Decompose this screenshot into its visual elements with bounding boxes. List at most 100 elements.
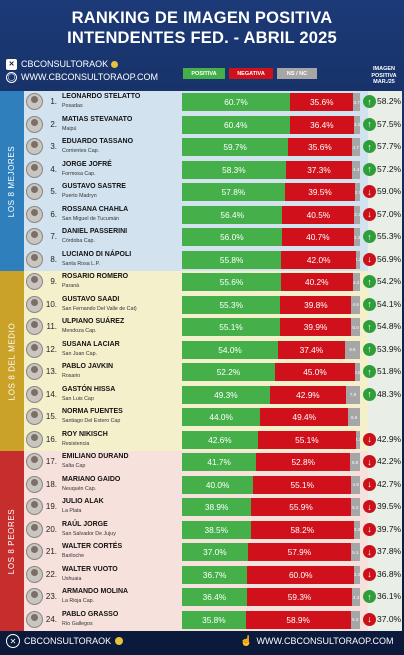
city-name: Rosario bbox=[62, 373, 81, 379]
footer-handle[interactable]: ✕ CBCONSULTORAOK bbox=[6, 633, 124, 649]
arrow-down-icon: ↓ bbox=[363, 455, 376, 468]
bar-ns: 5.3 bbox=[350, 610, 360, 629]
bar-negative: 35.6% bbox=[288, 138, 352, 156]
mayor-name: NORMA FUENTES bbox=[62, 408, 123, 415]
footer-handle-text: CBCONSULTORAOK bbox=[24, 636, 112, 646]
section-label-middle: LOS 8 DEL MEDIO bbox=[0, 271, 24, 451]
mayor-name: ROY NIKISCH bbox=[62, 430, 108, 438]
avatar bbox=[26, 475, 43, 493]
bar-negative: 60.0% bbox=[247, 565, 355, 584]
stacked-bar: 59.7% 35.6% 4.7 bbox=[182, 138, 360, 156]
section-label-text: LOS 8 MEJORES bbox=[7, 145, 17, 217]
rank-number: 21. bbox=[45, 547, 57, 556]
avatar bbox=[26, 610, 43, 628]
previous-value: 36.1% bbox=[377, 591, 402, 601]
city-name: Salta Cap bbox=[62, 463, 86, 469]
arrow-up-icon: ↑ bbox=[363, 297, 376, 311]
title-line-2: INTENDENTES FED. - ABRIL 2025 bbox=[67, 29, 337, 47]
bar-positive: 36.4% bbox=[182, 588, 247, 606]
rank-number: 9. bbox=[50, 277, 57, 286]
previous-value: 42.2% bbox=[377, 456, 402, 466]
arrow-down-icon: ↓ bbox=[363, 185, 376, 198]
bar-negative: 36.4% bbox=[289, 115, 355, 134]
bar-negative: 55.1% bbox=[257, 430, 356, 449]
stacked-bar: 36.7% 60.0% 3.3 bbox=[182, 565, 360, 584]
header-website-text: WWW.CBCONSULTORAOP.COM bbox=[21, 72, 159, 82]
bar-ns: 3.2 bbox=[354, 115, 360, 134]
mayor-name: SUSANA LACIAR bbox=[62, 340, 120, 348]
bar-negative: 49.4% bbox=[260, 408, 349, 426]
bar-ns: 4.7 bbox=[351, 138, 360, 156]
bar-ns: 6.6 bbox=[348, 408, 360, 426]
legend-negative-label: NEGATIVA bbox=[237, 70, 265, 77]
table-row: 15. NORMA FUENTES Santiago Del Estero Cap 4… bbox=[24, 406, 368, 428]
bar-positive: 44.0% bbox=[182, 408, 261, 426]
verified-icon bbox=[115, 637, 124, 645]
rank-number: 7. bbox=[50, 232, 57, 241]
footer-website[interactable]: ☝ WWW.CBCONSULTORAOP.COM bbox=[240, 633, 393, 649]
arrow-up-icon: ↑ bbox=[363, 275, 376, 288]
avatar bbox=[26, 453, 43, 470]
bar-positive: 55.6% bbox=[182, 273, 281, 291]
avatar bbox=[26, 498, 43, 515]
city-name: Paraná bbox=[62, 283, 80, 289]
pointer-hand-icon: ☝ bbox=[240, 635, 253, 647]
mar-header-line-1: IMAGEN bbox=[373, 66, 395, 72]
bar-negative: 42.9% bbox=[269, 385, 347, 404]
previous-value: 48.3% bbox=[377, 388, 402, 399]
table-row: 21. WALTER CORTÉS Bariloche 37.0% 57.9% 5.1 ↓ 3… bbox=[24, 541, 401, 563]
arrow-up-icon: ↑ bbox=[363, 320, 376, 333]
avatar bbox=[26, 93, 43, 110]
mayor-name: JORGE JOFRÉ bbox=[62, 160, 112, 168]
stacked-bar: 35.8% 58.9% 5.3 bbox=[182, 610, 360, 629]
bar-positive: 57.8% bbox=[182, 183, 285, 201]
avatar bbox=[26, 385, 43, 403]
stacked-bar: 42.6% 55.1% 2.3 bbox=[182, 430, 360, 449]
header-website[interactable]: ◯ WWW.CBCONSULTORAOP.COM bbox=[6, 70, 158, 84]
bar-negative: 40.5% bbox=[282, 205, 355, 224]
bar-ns: 5.1 bbox=[350, 543, 360, 561]
rank-number: 4. bbox=[50, 164, 57, 174]
arrow-up-icon: ↑ bbox=[363, 230, 376, 243]
bar-negative: 57.9% bbox=[247, 543, 351, 561]
table-row: 1. LEONARDO STELATTO Posadas 60.7% 35.6% 3.7 ↑… bbox=[24, 91, 401, 113]
stacked-bar: 52.2% 45.0% 2.8 bbox=[182, 363, 360, 381]
mayor-name: LEONARDO STELATTO bbox=[62, 93, 141, 100]
header-handle-text: CBCONSULTORAOK bbox=[21, 59, 109, 69]
avatar bbox=[26, 565, 43, 583]
city-name: Santiago Del Estero Cap bbox=[62, 418, 121, 424]
avatar bbox=[26, 543, 43, 560]
bar-negative: 58.2% bbox=[250, 520, 355, 539]
stacked-bar: 49.3% 42.9% 7.8 bbox=[182, 385, 360, 404]
previous-value: 57.2% bbox=[377, 163, 402, 174]
bar-positive: 38.9% bbox=[182, 498, 252, 516]
page-title: RANKING DE IMAGEN POSITIVA INTENDENTES F… bbox=[0, 8, 404, 48]
bar-ns: 5.0 bbox=[351, 318, 360, 336]
bar-positive: 55.3% bbox=[182, 295, 281, 314]
avatar bbox=[26, 138, 43, 155]
bar-negative: 58.9% bbox=[245, 610, 351, 629]
rank-number: 10. bbox=[45, 299, 57, 309]
arrow-down-icon: ↓ bbox=[363, 432, 376, 446]
stacked-bar: 60.4% 36.4% 3.2 bbox=[182, 115, 360, 134]
previous-value: 36.8% bbox=[377, 568, 402, 579]
table-row: 22. WALTER VUOTO Ushuaia 36.7% 60.0% 3.3 ↓ 36.8… bbox=[24, 564, 401, 586]
table-row: 16. ROY NIKISCH Resistencia 42.6% 55.1% 2.3 ↓ 4… bbox=[24, 429, 401, 451]
table-row: 13. PABLO JAVKIN Rosario 52.2% 45.0% 2.8 ↑ 51.8… bbox=[24, 361, 401, 383]
table-row: 2. MATIAS STEVANATO Maipú 60.4% 36.4% 3.2 ↑ 57.… bbox=[24, 114, 401, 136]
city-name: La Plata bbox=[62, 508, 82, 514]
arrow-up-icon: ↑ bbox=[363, 387, 376, 401]
mayor-name: GASTÓN HISSA bbox=[62, 385, 116, 393]
table-row: 17. EMILIANO DURAND Salta Cap 41.7% 52.8% 5.5… bbox=[24, 451, 401, 473]
x-logo-icon: ✕ bbox=[6, 58, 17, 70]
city-name: Corrientes Cap. bbox=[62, 148, 100, 154]
bar-positive: 55.1% bbox=[182, 318, 281, 336]
avatar bbox=[26, 520, 43, 538]
city-name: San Salvador De Jujuy bbox=[62, 530, 116, 537]
footer-website-text: WWW.CBCONSULTORAOP.COM bbox=[256, 636, 394, 646]
bar-ns: 4.9 bbox=[351, 475, 360, 494]
bar-ns: 4.4 bbox=[352, 160, 360, 179]
table-row: 7. DANIEL PASSERINI Córdoba Cap. 56.0% 40.7%… bbox=[24, 226, 401, 248]
stacked-bar: 38.9% 55.9% 5.2 bbox=[182, 498, 360, 516]
header-handle[interactable]: ✕ CBCONSULTORAOK bbox=[6, 57, 119, 71]
